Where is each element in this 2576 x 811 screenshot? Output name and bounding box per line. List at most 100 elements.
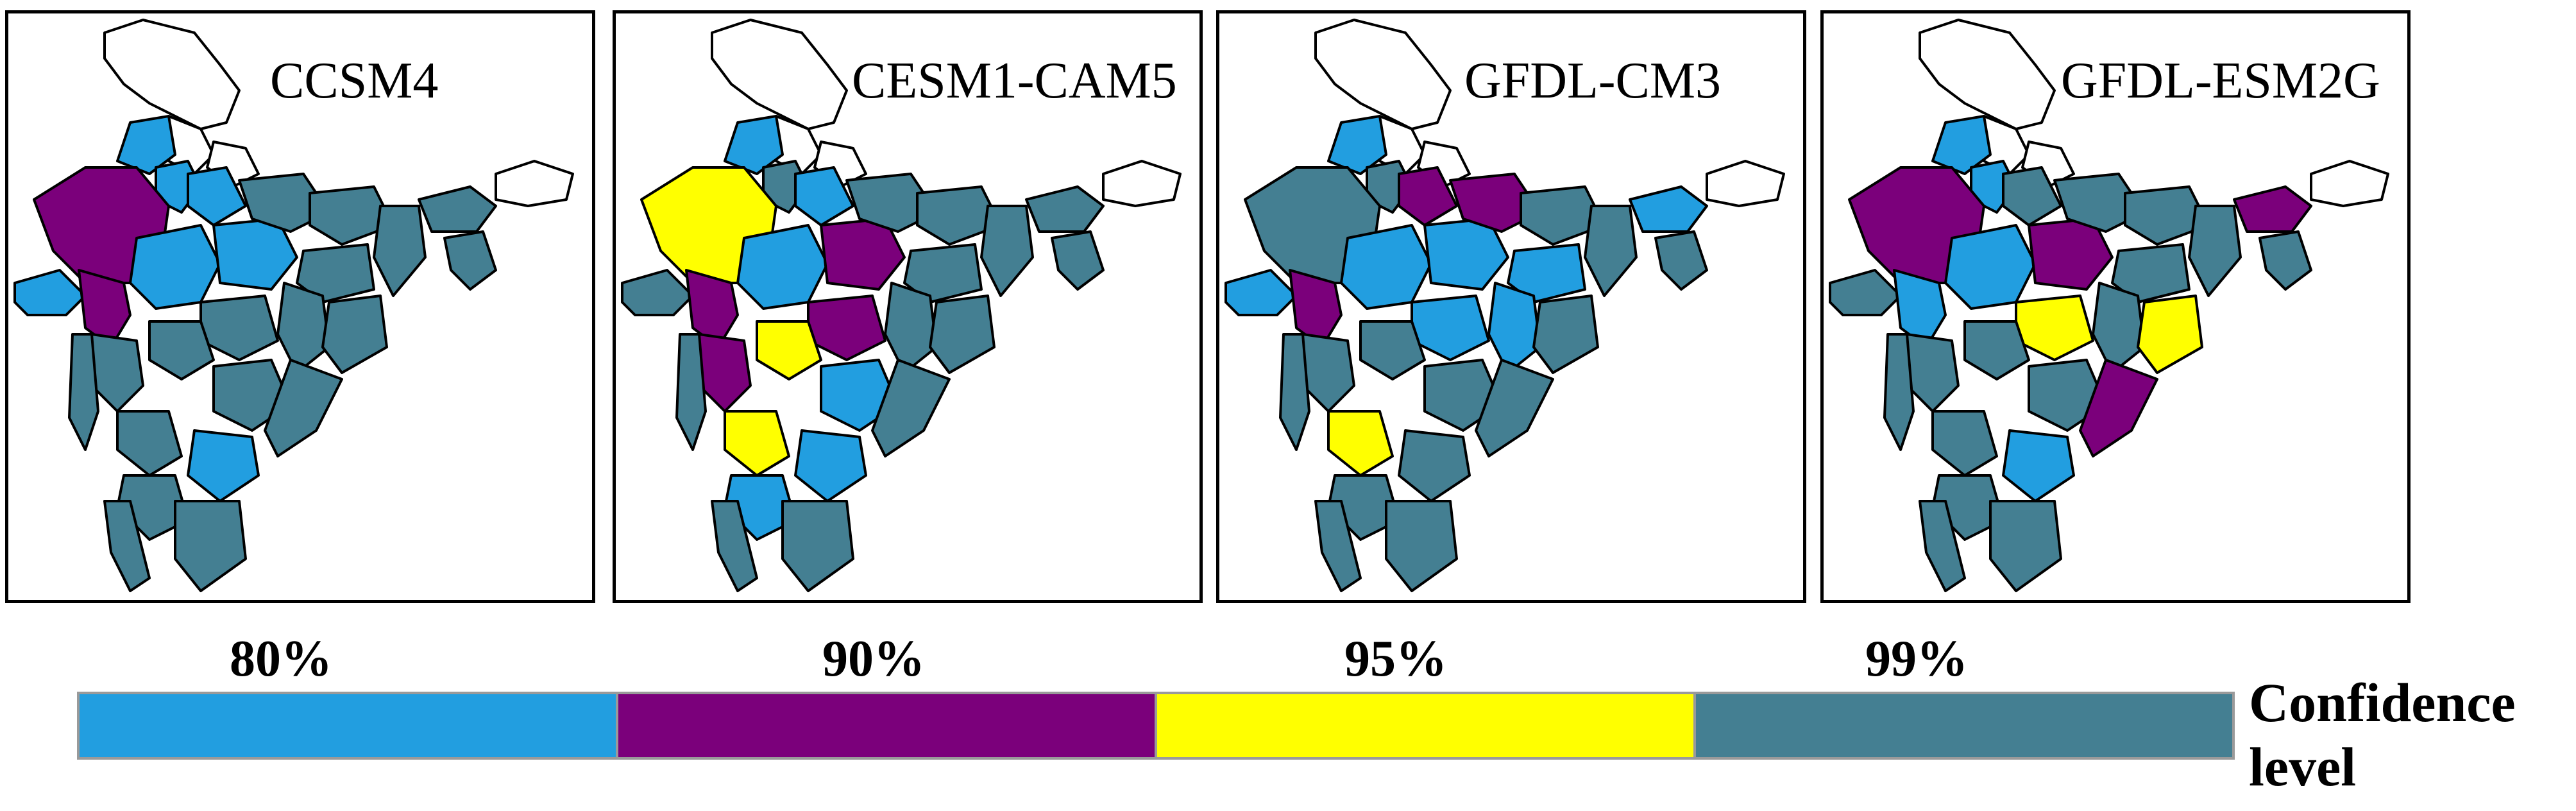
region-northeast-south	[2258, 230, 2312, 291]
legend-title-line2: level	[2249, 736, 2357, 798]
india-map	[13, 19, 574, 592]
legend-label-90: 90%	[822, 631, 925, 687]
legend-swatch-80	[80, 694, 616, 757]
map-panel-cesm1-cam5: CESM1-CAM5	[613, 10, 1203, 603]
region-vidarbha	[807, 295, 886, 361]
region-chhattisgarh	[884, 282, 938, 374]
panel-title: GFDL-ESM2G	[2061, 53, 2380, 109]
region-west-mp	[1944, 224, 2037, 310]
region-gujarat-west	[621, 269, 694, 316]
region-vidarbha	[2015, 295, 2094, 361]
region-punjab	[724, 115, 784, 175]
legend-color-bar	[77, 692, 2235, 760]
india-map	[1224, 19, 1785, 592]
region-jk	[711, 19, 848, 130]
region-coastal-ap	[264, 359, 343, 457]
region-vidarbha	[199, 295, 279, 361]
region-arunachal	[1102, 160, 1182, 207]
region-uttar-pradesh-west	[794, 166, 854, 226]
region-assam	[2233, 185, 2312, 233]
region-gujarat-east	[1289, 269, 1343, 348]
region-madhya-maha	[1301, 333, 1355, 413]
region-uttar-pradesh-west	[2002, 166, 2062, 226]
region-odisha	[1532, 295, 1599, 374]
region-uttar-pradesh-west	[187, 166, 247, 226]
panel-title: CCSM4	[270, 53, 439, 109]
region-arunachal	[2310, 160, 2389, 207]
region-gujarat-east	[78, 269, 131, 348]
region-jharkhand	[2111, 243, 2190, 303]
region-northeast-south	[443, 230, 497, 291]
region-gujarat-east	[1893, 269, 1947, 348]
map-panel-gfdl-cm3: GFDL-CM3	[1216, 10, 1806, 603]
region-coastal-ap	[871, 359, 951, 457]
region-west-mp	[736, 224, 829, 310]
region-odisha	[2137, 295, 2203, 374]
region-punjab	[1931, 115, 1992, 175]
region-tamil-nadu	[1385, 500, 1458, 592]
region-madhya-maha	[698, 333, 752, 413]
region-west-bengal	[1584, 205, 1638, 297]
region-jk	[1919, 19, 2056, 130]
legend-label-99: 99%	[1865, 631, 1968, 687]
region-n-karnataka	[724, 410, 790, 477]
region-punjab	[1327, 115, 1387, 175]
region-n-karnataka	[1931, 410, 1998, 477]
region-kerala	[103, 500, 151, 592]
region-tamil-nadu	[1989, 500, 2062, 592]
legend-swatch-95	[1155, 694, 1693, 757]
region-gujarat-west	[1829, 269, 1902, 316]
region-konkan	[1883, 333, 1915, 451]
region-vidarbha	[1411, 295, 1490, 361]
india-map	[1829, 19, 2389, 592]
region-marathwada	[1359, 320, 1426, 380]
region-bihar	[2124, 185, 2210, 246]
region-jharkhand	[296, 243, 375, 303]
region-rayalaseema	[1398, 429, 1471, 502]
region-chhattisgarh	[2092, 282, 2146, 374]
region-assam	[1025, 185, 1105, 233]
map-panel-gfdl-esm2g: GFDL-ESM2G	[1820, 10, 2411, 603]
region-konkan	[1279, 333, 1310, 451]
region-uttar-pradesh-west	[1398, 166, 1458, 226]
region-madhya-maha	[1906, 333, 1960, 413]
region-rayalaseema	[794, 429, 867, 502]
region-northeast-south	[1654, 230, 1708, 291]
legend-label-95: 95%	[1344, 631, 1447, 687]
region-arunachal	[1706, 160, 1785, 207]
region-konkan	[68, 333, 99, 451]
region-west-mp	[1340, 224, 1432, 310]
region-madhya-maha	[90, 333, 144, 413]
region-arunachal	[495, 160, 574, 207]
region-konkan	[675, 333, 707, 451]
region-rayalaseema	[2002, 429, 2075, 502]
region-west-bengal	[2188, 205, 2242, 297]
region-marathwada	[1963, 320, 2030, 380]
map-panel-ccsm4: CCSM4	[5, 10, 595, 603]
region-jk	[1314, 19, 1452, 130]
region-west-bengal	[980, 205, 1034, 297]
region-kerala	[711, 500, 758, 592]
region-marathwada	[148, 320, 215, 380]
region-chhattisgarh	[276, 282, 330, 374]
region-assam	[418, 185, 497, 233]
india-map	[621, 19, 1182, 592]
region-jharkhand	[1507, 243, 1586, 303]
region-gujarat-east	[685, 269, 739, 348]
region-gujarat-west	[13, 269, 87, 316]
region-northeast-south	[1051, 230, 1105, 291]
region-coastal-ap	[2079, 359, 2158, 457]
legend-label-80: 80%	[230, 631, 332, 687]
region-coastal-ap	[1475, 359, 1554, 457]
legend-swatch-90	[616, 694, 1155, 757]
region-marathwada	[756, 320, 822, 380]
panel-title: GFDL-CM3	[1464, 53, 1722, 109]
region-tamil-nadu	[174, 500, 247, 592]
region-chhattisgarh	[1487, 282, 1541, 374]
region-jharkhand	[903, 243, 983, 303]
region-bihar	[1520, 185, 1606, 246]
region-west-mp	[129, 224, 221, 310]
region-rayalaseema	[187, 429, 260, 502]
region-kerala	[1314, 500, 1362, 592]
legend-swatch-99	[1693, 694, 2232, 757]
